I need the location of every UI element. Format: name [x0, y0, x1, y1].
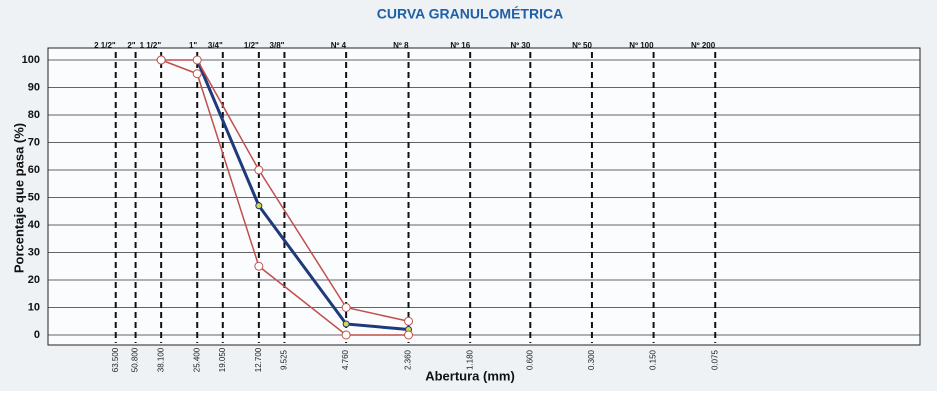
y-tick-label: 0: [34, 329, 40, 341]
y-tick-label: 50: [28, 191, 40, 203]
y-tick-label: 90: [28, 81, 40, 93]
x-tick-label: 12.700: [254, 347, 263, 372]
y-tick-label: 20: [28, 274, 40, 286]
point: [405, 331, 413, 339]
point: [342, 331, 350, 339]
point: [193, 56, 201, 64]
point: [255, 166, 263, 174]
chart-title: CURVA GRANULOMÉTRICA: [377, 6, 563, 22]
sieve-label: Nº 200: [691, 41, 716, 50]
sieve-label: Nº 50: [572, 41, 592, 50]
y-tick-label: 70: [28, 136, 40, 148]
y-tick-label: 30: [28, 246, 40, 258]
x-tick-label: 9.525: [280, 349, 289, 370]
point: [255, 262, 263, 270]
y-tick-label: 40: [28, 219, 40, 231]
point: [157, 56, 165, 64]
x-tick-label: 0.150: [649, 349, 658, 370]
y-tick-label: 80: [28, 109, 40, 121]
x-tick-label: 25.400: [192, 347, 201, 372]
point: [193, 70, 201, 78]
y-tick-label: 10: [28, 301, 40, 313]
x-tick-label: 0.600: [525, 349, 534, 370]
sieve-label: 1": [189, 41, 197, 50]
sieve-label: 2": [127, 41, 135, 50]
x-tick-label: 1.180: [465, 349, 474, 370]
sieve-label: Nº 8: [393, 41, 409, 50]
x-tick-label: 4.760: [341, 349, 350, 370]
y-tick-label: 60: [28, 164, 40, 176]
point: [405, 317, 413, 325]
x-tick-label: 19.050: [218, 347, 227, 372]
point: [343, 321, 349, 327]
y-tick-label: 100: [22, 54, 40, 66]
sieve-label: Nº 100: [629, 41, 654, 50]
point: [256, 203, 262, 209]
sieve-label: Nº 16: [450, 41, 470, 50]
sieve-label: 1/2": [244, 41, 259, 50]
sieve-label: 3/4": [208, 41, 223, 50]
plot-frame: [48, 48, 920, 345]
x-tick-label: 63.500: [111, 347, 120, 372]
x-tick-label: 50.800: [131, 347, 140, 372]
point: [342, 304, 350, 312]
x-tick-label: 38.100: [156, 347, 165, 372]
sieve-label: 1 1/2": [140, 41, 162, 50]
sieve-label: Nº 30: [510, 41, 530, 50]
x-tick-label: 2.360: [404, 349, 413, 370]
chart: CURVA GRANULOMÉTRICA Porcentaje que pasa…: [0, 0, 937, 391]
x-tick-label: 0.075: [710, 349, 719, 370]
y-axis-label: Porcentaje que pasa (%): [11, 123, 26, 273]
sieve-label: 2 1/2": [94, 41, 116, 50]
sieve-label: 3/8": [270, 41, 285, 50]
x-tick-label: 0.300: [587, 349, 596, 370]
sieve-label: Nº 4: [331, 41, 347, 50]
